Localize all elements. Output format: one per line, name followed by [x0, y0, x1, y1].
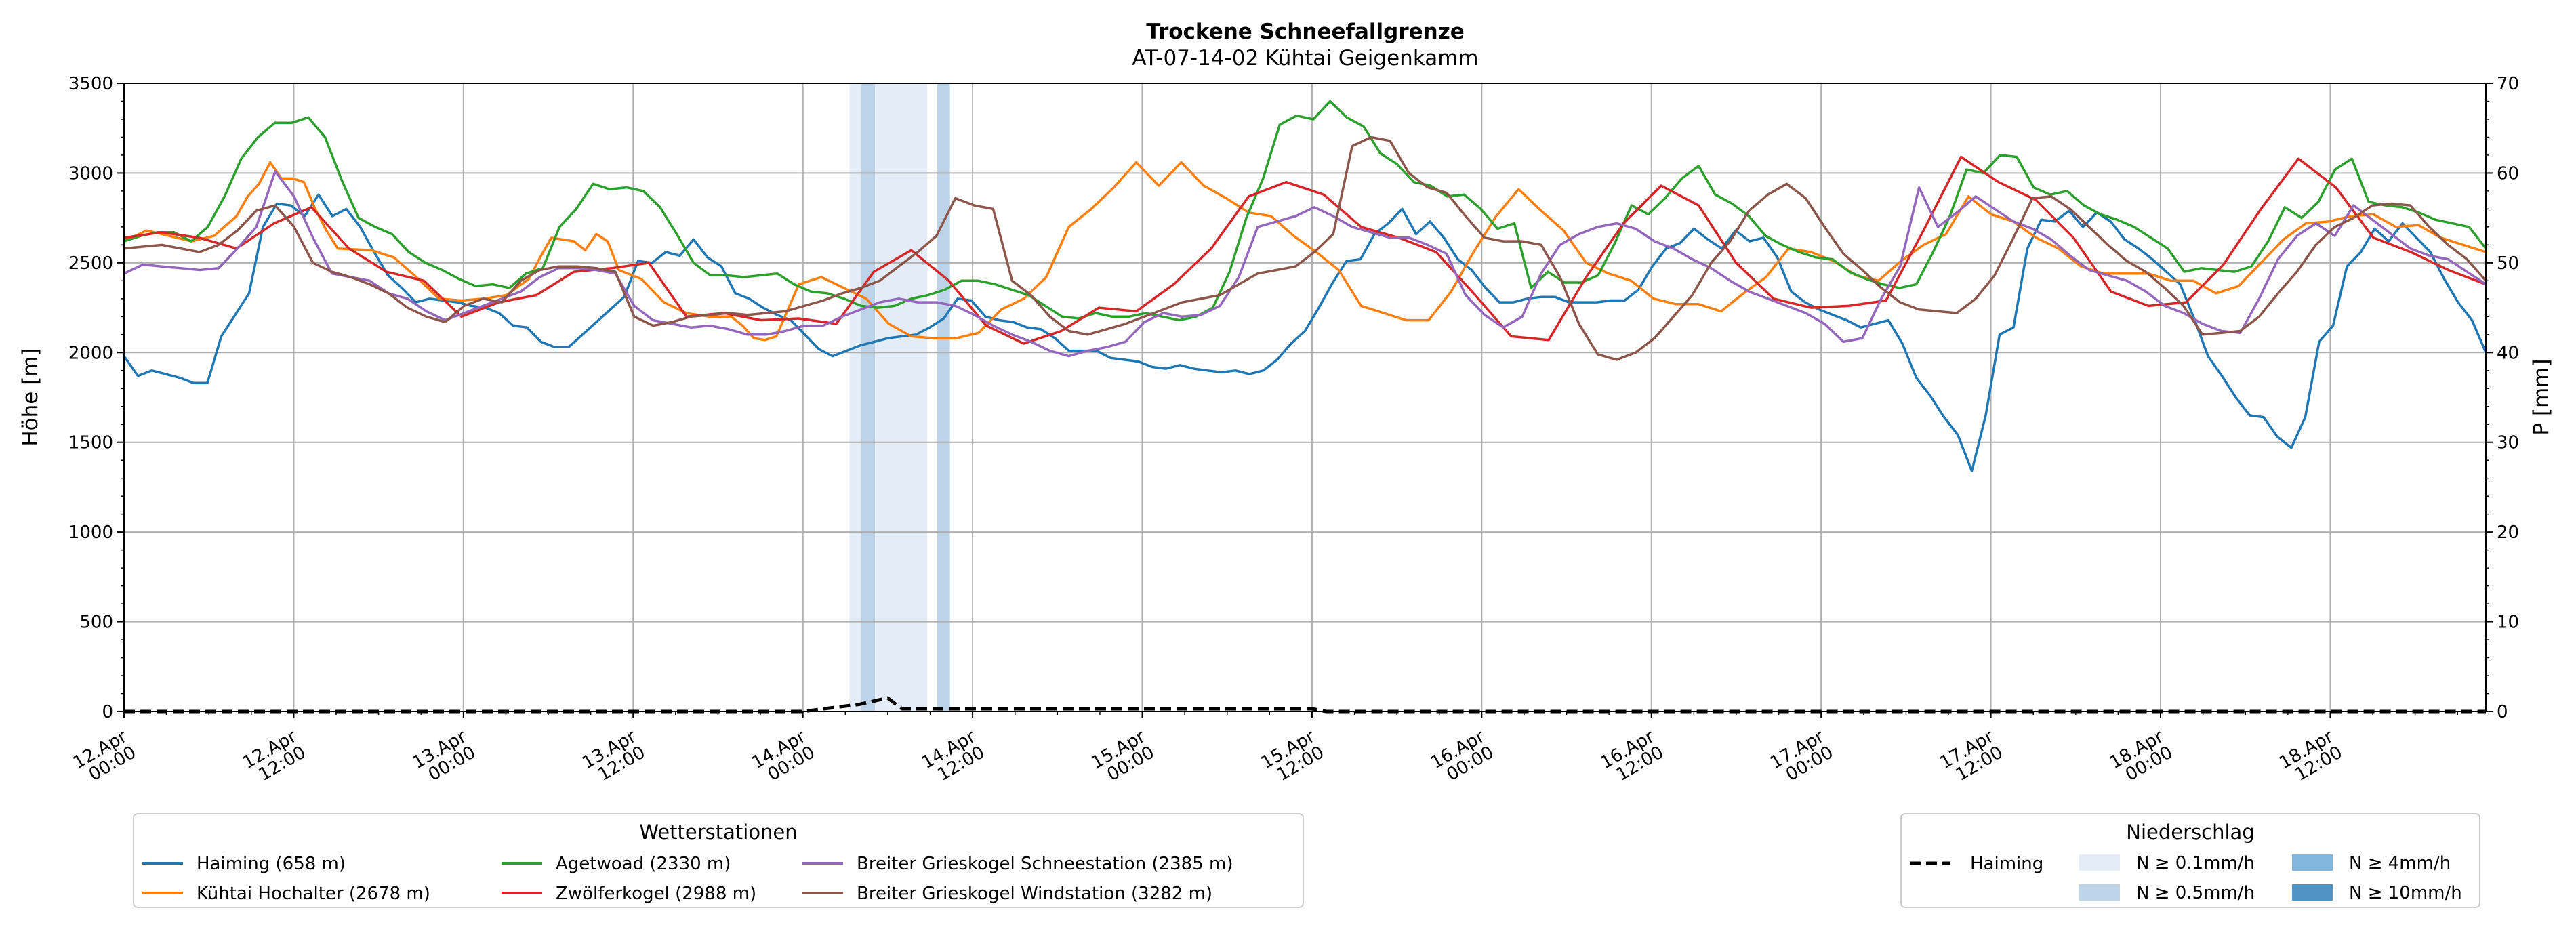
legend-precip-label-1: N ≥ 0.5mm/h: [2136, 883, 2255, 903]
y-tick-label-1: 500: [79, 613, 113, 633]
y-tick-label-3: 1500: [68, 433, 113, 453]
legend-label-5: Breiter Grieskogel Windstation (3282 m): [857, 884, 1212, 904]
precip-band-3: [937, 83, 950, 711]
y2-tick-label-6: 60: [2497, 163, 2519, 184]
precip-band-2: [875, 83, 928, 711]
plot-frame: [123, 83, 2487, 712]
legend-precip-label-2: N ≥ 4mm/h: [2349, 853, 2451, 873]
legend-precip-swatch-2: [2292, 854, 2333, 871]
legend-precip: Niederschlag Haiming N ≥ 0.1mm/h N ≥ 0.5m…: [1900, 813, 2480, 908]
legend-label-1: Kühtai Hochalter (2678 m): [197, 884, 430, 904]
y-tick-label-0: 0: [102, 702, 113, 722]
y2-tick-label-3: 30: [2497, 433, 2519, 453]
legend-precip-label-3: N ≥ 10mm/h: [2349, 883, 2462, 903]
legend-label-0: Haiming (658 m): [197, 854, 346, 874]
precip-lines: [124, 696, 2486, 714]
chart-subtitle: AT-07-14-02 Kühtai Geigenkamm: [1132, 46, 1478, 70]
y-tick-label-6: 3000: [68, 163, 113, 184]
legend-precip-swatch-3: [2292, 884, 2333, 901]
series-line-5: [123, 136, 2487, 361]
legend-precip-swatch-1: [2079, 884, 2120, 901]
y2-tick-label-0: 0: [2497, 702, 2508, 722]
y2-tick-label-1: 10: [2497, 613, 2519, 633]
y-tick-label-5: 2500: [68, 253, 113, 274]
legend-precip-label-0: N ≥ 0.1mm/h: [2136, 853, 2255, 873]
y2-tick-label-5: 50: [2497, 253, 2519, 274]
series-line-2: [123, 100, 2487, 322]
station-lines: [123, 100, 2487, 472]
legend-precip-title: Niederschlag: [2126, 821, 2254, 844]
y2-tick-label-4: 40: [2497, 343, 2519, 363]
legend-label-3: Zwölferkogel (2988 m): [556, 884, 756, 904]
precip-line-0: [124, 696, 2486, 714]
series-line-1: [123, 161, 2487, 342]
legend-stations-title: Wetterstationen: [639, 821, 797, 844]
series-line-0: [123, 193, 2487, 472]
legend-precip-swatch-0: [2079, 854, 2120, 871]
precip-bands: [849, 83, 950, 711]
series-line-3: [123, 155, 2487, 345]
legend-precip-line-label: Haiming: [1970, 854, 2043, 874]
y2-tick-label-7: 70: [2497, 74, 2519, 94]
precip-band-1: [861, 83, 876, 711]
precip-band-0: [849, 83, 861, 711]
y-tick-label-4: 2000: [68, 343, 113, 363]
y-axis-label: Höhe [m]: [18, 348, 43, 446]
y-tick-label-7: 3500: [68, 74, 113, 94]
y-axis-right: 0 10 20 30 40 50 60 70: [2486, 74, 2519, 722]
legend-label-2: Agetwoad (2330 m): [556, 854, 731, 874]
legend-stations: Wetterstationen Haiming (658 m) Kühtai Ho…: [133, 813, 1304, 908]
series-line-4: [123, 170, 2487, 358]
y2-tick-label-2: 20: [2497, 522, 2519, 543]
y-axis-left: 0 500 1000 1500 2000 2500 3000 3500: [68, 74, 124, 722]
legend-label-4: Breiter Grieskogel Schneestation (2385 m…: [857, 854, 1233, 874]
chart-title: Trockene Schneefallgrenze: [1146, 20, 1465, 44]
y2-axis-label: P [mm]: [2529, 358, 2554, 435]
y-tick-label-2: 1000: [68, 522, 113, 543]
